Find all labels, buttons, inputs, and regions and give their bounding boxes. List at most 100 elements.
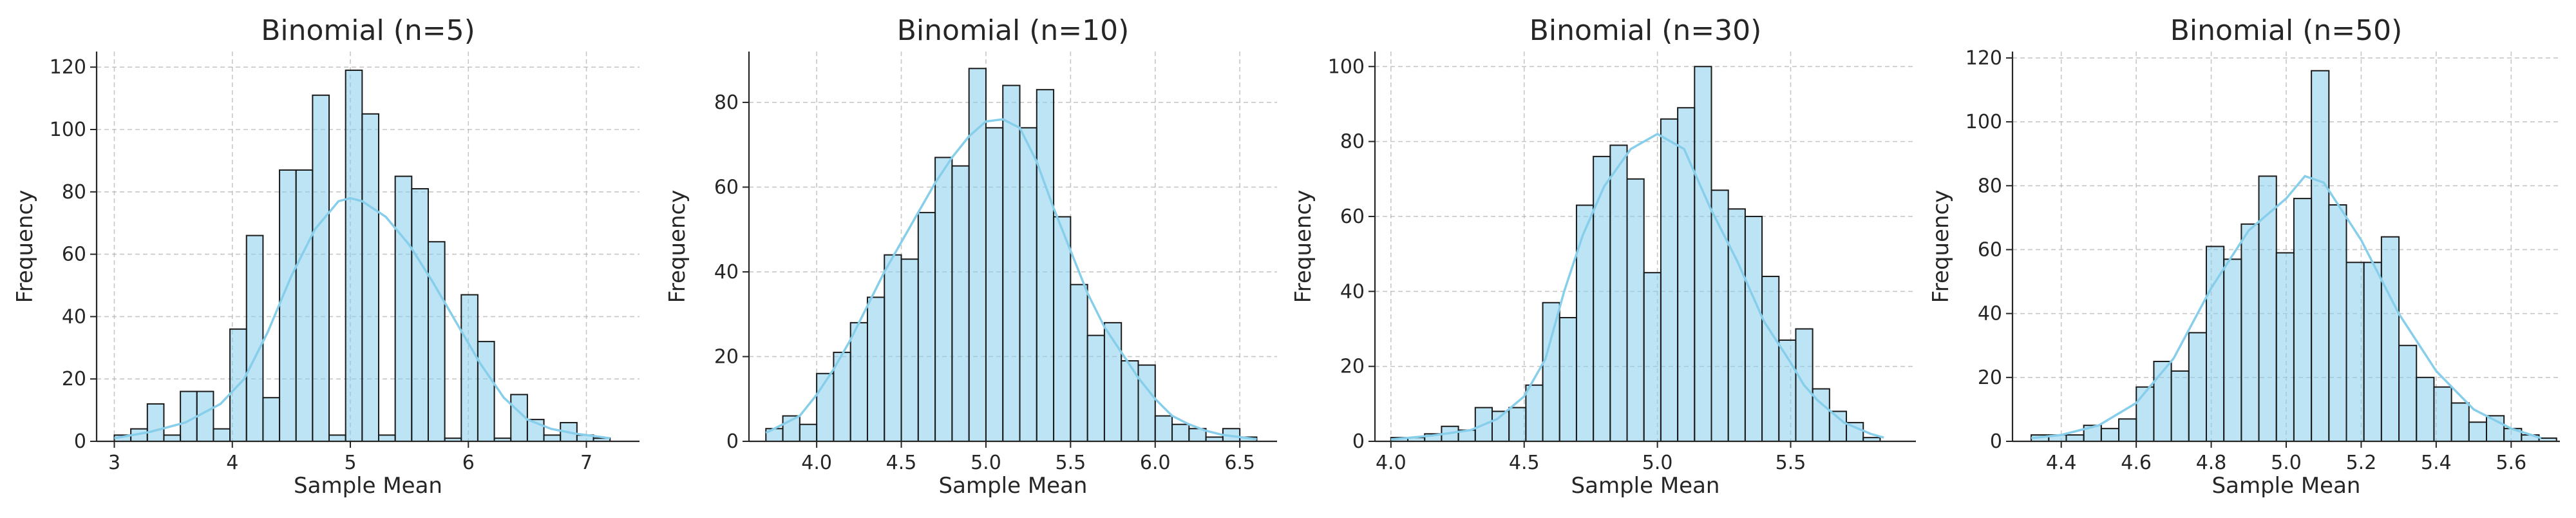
histogram-bar <box>2380 236 2400 442</box>
x-axis-label: Sample Mean <box>1571 473 1720 499</box>
histogram-bar <box>2450 402 2470 443</box>
histogram-bar <box>2205 245 2225 442</box>
histogram-bar <box>213 428 231 443</box>
chart-title: Binomial (n=10) <box>897 14 1130 47</box>
y-tick-label: 80 <box>714 91 739 114</box>
chart-panel-4: 4.4 4.6 4.8 5.0 5.2 5.4 5.6 0 20 40 60 80 100 120 Bino… <box>1928 14 2560 499</box>
histogram-bar <box>2188 332 2207 442</box>
histogram-bar <box>1103 321 1122 442</box>
histogram-bar <box>884 254 902 442</box>
histogram-bar <box>2416 376 2435 443</box>
x-tick-label: 6.0 <box>1140 452 1171 474</box>
histogram-bar <box>866 296 886 443</box>
histogram-bar <box>1053 216 1072 442</box>
y-tick-label: 60 <box>714 176 739 198</box>
x-tick-label: 6.5 <box>1224 452 1255 474</box>
y-tick-label: 0 <box>74 430 86 453</box>
y-tick-label: 80 <box>1978 175 2002 197</box>
histogram-bar <box>2223 258 2242 442</box>
y-tick-label: 80 <box>62 181 86 204</box>
histogram-bar <box>2293 198 2313 442</box>
x-tick-label: 5.0 <box>2271 452 2302 474</box>
histogram-bar <box>543 434 562 443</box>
x-tick-label: 5.2 <box>2346 452 2377 474</box>
y-tick-label: 20 <box>1978 367 2002 389</box>
y-tick-label: 40 <box>62 305 86 328</box>
histogram-bar <box>2100 428 2120 443</box>
histogram-bar <box>1542 302 1560 442</box>
x-axis-label: Sample Mean <box>2212 473 2361 499</box>
x-tick-label: 5.0 <box>971 452 1001 474</box>
chart-title: Binomial (n=30) <box>1530 14 1762 47</box>
x-tick-label: 7 <box>580 452 592 474</box>
histogram-bar <box>2136 386 2155 442</box>
x-tick-label: 4.0 <box>1376 452 1406 474</box>
histogram-bar <box>2363 262 2382 442</box>
kde-curve <box>2031 175 2542 439</box>
histogram-bar <box>849 321 868 442</box>
histogram-bar <box>1036 89 1055 443</box>
histogram-bar <box>1593 155 1611 442</box>
histogram-bar <box>477 341 495 442</box>
histogram-bar <box>1778 339 1797 442</box>
histogram-bar <box>2118 418 2137 442</box>
histogram-bar <box>1171 423 1190 443</box>
x-tick-label: 5.6 <box>2496 452 2526 474</box>
histogram-bar <box>1677 107 1696 442</box>
histogram-bar <box>1626 178 1645 442</box>
histogram-bar <box>917 211 936 442</box>
x-tick-label: 5 <box>344 452 356 474</box>
y-tick-label: 60 <box>62 244 86 266</box>
x-tick-label: 4.0 <box>801 452 832 474</box>
histogram-bar <box>2311 70 2330 443</box>
y-tick-label: 100 <box>1965 111 2002 133</box>
histogram-bar <box>2153 361 2172 443</box>
y-tick-label: 0 <box>1352 430 1365 453</box>
histogram-bar <box>799 423 818 443</box>
y-tick-label: 100 <box>1328 55 1365 78</box>
x-tick-label: 4.4 <box>2046 452 2077 474</box>
histogram-bar <box>2345 262 2365 442</box>
histogram-bar <box>1086 334 1105 443</box>
x-tick-label: 4.5 <box>886 452 917 474</box>
histogram-bar <box>985 127 1004 442</box>
histogram-bar <box>2468 421 2488 443</box>
histogram-bar <box>968 68 987 443</box>
histogram-bar <box>900 258 919 442</box>
x-tick-label: 4.8 <box>2196 452 2227 474</box>
histogram-bar <box>1154 415 1173 442</box>
x-tick-label: 5.5 <box>1055 452 1086 474</box>
y-tick-label: 80 <box>1340 131 1365 153</box>
histogram-bar <box>460 294 478 442</box>
histogram-bar <box>196 390 214 442</box>
histogram-bar <box>411 187 429 442</box>
histogram-bar <box>1694 66 1712 443</box>
x-tick-label: 4 <box>226 452 238 474</box>
y-tick-label: 100 <box>50 119 86 141</box>
histogram-bar <box>816 372 835 442</box>
x-axis-label: Sample Mean <box>939 473 1088 499</box>
y-tick-label: 40 <box>1978 303 2002 325</box>
x-tick-label: 5.0 <box>1642 452 1673 474</box>
histogram-bar <box>934 157 953 443</box>
x-tick-label: 3 <box>108 452 120 474</box>
y-tick-label: 40 <box>714 261 739 283</box>
x-tick-label: 4.6 <box>2121 452 2152 474</box>
y-tick-label: 20 <box>62 368 86 390</box>
histogram-bar <box>2328 204 2347 442</box>
histogram-bar <box>394 175 413 442</box>
histogram-bar <box>345 70 363 443</box>
histogram-bar <box>2433 386 2452 442</box>
histogram-bar <box>1828 410 1848 443</box>
histogram-bar <box>1508 407 1527 442</box>
x-axis-label: Sample Mean <box>294 473 442 499</box>
histogram-bar <box>1744 215 1763 442</box>
y-tick-label: 120 <box>1965 47 2002 70</box>
histogram-bar <box>245 235 264 442</box>
histogram-bar <box>2065 434 2085 443</box>
histogram-bar <box>1137 364 1156 442</box>
histogram-bar <box>1070 283 1088 442</box>
x-tick-label: 5.4 <box>2421 452 2452 474</box>
histogram-bar <box>180 390 198 442</box>
